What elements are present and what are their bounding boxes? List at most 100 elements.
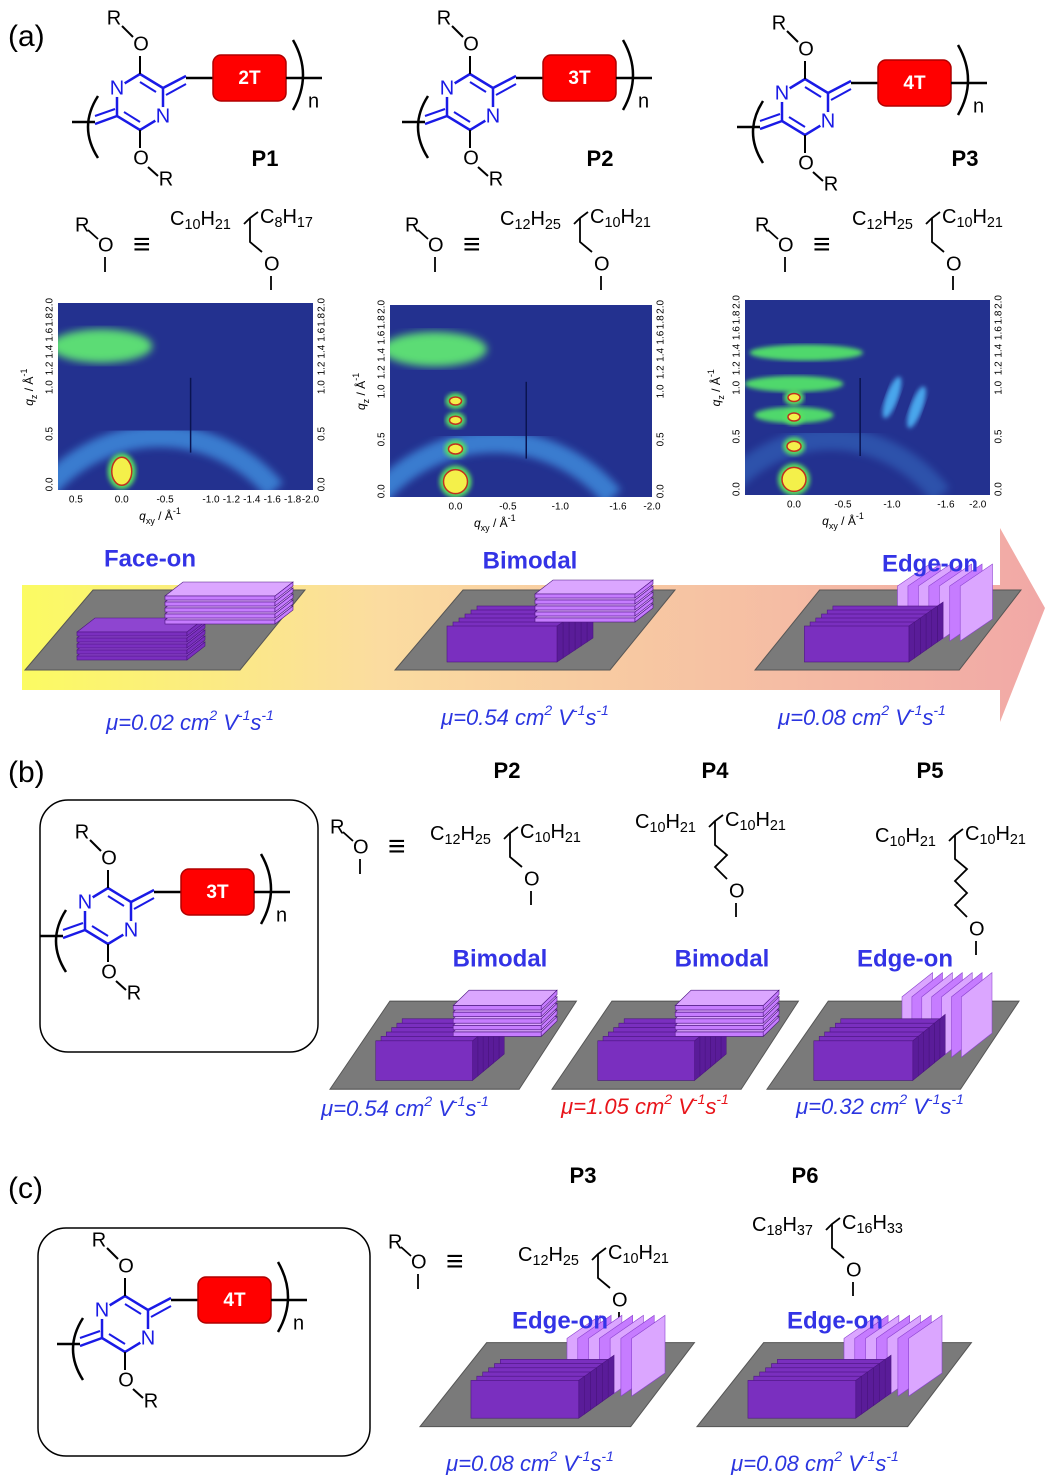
mobility-part: -1 [933,702,945,718]
vinyl-bond [760,114,780,121]
x-tick-label: -1.0 [883,500,901,511]
mobility-part: μ=0.08 cm [730,1451,834,1476]
axis-label: qxy / Å-1 [822,511,864,531]
atom-label: N [821,110,835,132]
lamella-edge [77,638,187,642]
lamella-edge [535,618,635,622]
atom-label: O [118,1369,134,1391]
bracket [73,1318,83,1380]
lamella-edge [675,1006,763,1010]
plate-side [937,602,943,642]
atom-label: O [463,33,479,55]
polymer-name: P1 [252,146,279,171]
bond [122,26,133,37]
bond [592,1248,606,1260]
lamella-edge [453,1012,541,1016]
peak [444,470,468,494]
plate-side [909,622,915,662]
bond [343,832,353,841]
mobility-part: -1 [453,1093,465,1109]
polymer-name: P2 [494,758,521,783]
mobility-part: s [465,1096,476,1121]
plate-side [579,1376,585,1418]
repeat-n: n [293,1312,304,1334]
polymer-name: P2 [587,146,614,171]
peak [787,441,801,451]
y-tick-label: 0.5 [45,427,56,441]
atom-label: N [775,82,789,104]
axis-label: qz / Å-1 [706,369,726,406]
y-tick-label: 1.8 [45,312,56,326]
bond [133,1389,143,1398]
plate-side [700,1032,705,1076]
y-tick-label: 1.4 [732,343,743,357]
mobility: μ=0.54 cm2 V-1s-1 [440,702,609,730]
y-tick-label: 1.8 [377,315,388,329]
axis-label-part: / Å [21,377,36,395]
lamella-edge [77,632,187,636]
atom-label: O [264,253,280,275]
atom-label: O [118,1255,134,1277]
y-tick-label: 1.8 [732,310,743,324]
atom-label: O [428,234,444,256]
mobility: μ=0.02 cm2 V-1s-1 [105,707,274,735]
side-chain: C10H21C10H21O [635,809,786,917]
plate-side [695,1036,700,1080]
atom-label: N [440,77,454,99]
vinyl-bond [80,1338,102,1346]
mobility-part: s [590,1451,601,1476]
x-tick-label: -1.2 [223,495,241,506]
formula: C12H25 [852,208,913,233]
x-tick-label: -1.0 [202,495,220,506]
atom-label: R [772,12,786,34]
bond [504,827,518,839]
plate-side [862,1372,868,1414]
atom-label: O [411,1251,427,1273]
lamella [535,580,653,594]
panel-label: (a) [8,20,45,53]
atom-label: R [824,173,838,195]
plate-side [873,1364,879,1406]
lamella-edge [165,608,275,612]
mobility: μ=0.08 cm2 V-1s-1 [445,1448,614,1476]
x-tick-label: -2.0 [643,502,661,513]
formula: C18H37 [752,1214,813,1239]
atom-label: O [98,234,114,256]
atom-label: N [141,1327,155,1349]
y-tick-label: 1.6 [317,327,328,341]
plate-side [920,614,926,654]
atom-label: R [489,168,503,190]
y-tick-label: 1.0 [732,380,743,394]
y-tick-label: 1.0 [45,380,56,394]
axis-label: qz / Å-1 [19,369,39,406]
y-tick-label: 0.0 [317,477,328,491]
y-tick-label: 1.4 [317,344,328,358]
plate [598,1041,695,1081]
plate-side [913,1036,918,1080]
x-tick-label: -2.0 [302,495,320,506]
lamella [675,990,779,1005]
r-group: RO≡ [755,214,831,272]
plate-side [563,618,569,658]
mobility-part: -1 [476,1093,488,1109]
mobility-part: V [889,705,912,730]
bond [813,172,823,181]
mobility-part: μ=0.08 cm [777,705,881,730]
mobility-part: V [432,1096,455,1121]
plate-side [934,1019,939,1063]
lamella-edge [675,1025,763,1029]
mobility-part: μ=0.54 cm [320,1096,424,1121]
orientation-label: Face-on [104,545,196,572]
lamella-edge [675,1032,763,1036]
peak [788,413,800,421]
atom-label: R [92,1229,106,1251]
atom-label: R [75,821,89,843]
formula: C10H21 [170,208,231,233]
orientation-label: Bimodal [675,945,770,972]
lamella-edge [77,644,187,648]
film [767,973,1019,1090]
lamella-edge [165,602,275,606]
panel-label: (c) [8,1172,43,1205]
y-tick-label: 0.0 [45,477,56,491]
plate-side [932,606,938,646]
